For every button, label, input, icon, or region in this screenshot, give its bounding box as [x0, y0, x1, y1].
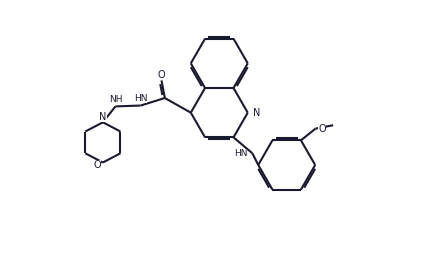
Text: O: O [94, 160, 101, 170]
Text: HN: HN [134, 94, 147, 103]
Text: HN: HN [234, 149, 248, 158]
Text: N: N [253, 108, 261, 118]
Text: NH: NH [109, 95, 122, 104]
Text: O: O [318, 124, 326, 134]
Text: O: O [158, 70, 165, 80]
Text: N: N [99, 112, 106, 122]
